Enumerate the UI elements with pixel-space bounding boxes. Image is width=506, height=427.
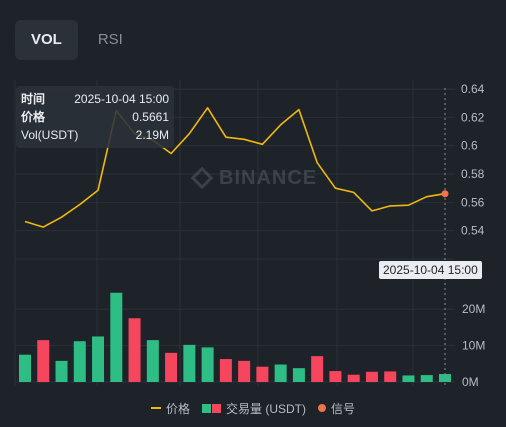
signal-dot-swatch-icon [318,404,326,412]
volume-bar [183,344,196,382]
volume-up-swatch-icon [202,403,211,413]
volume-tick-label: 0M [462,375,479,389]
indicator-tabs: VOL RSI [15,20,139,60]
price-tick-label: 0.58 [461,167,485,181]
price-tick-label: 0.56 [461,195,485,209]
tab-rsi[interactable]: RSI [97,31,123,48]
legend-price-label: 价格 [165,401,190,416]
volume-bar [201,347,214,382]
volume-bar [219,359,232,382]
tab-vol[interactable]: VOL [15,20,78,60]
volume-bar [347,374,360,382]
volume-bar [110,292,123,382]
volume-bar [274,364,287,382]
price-tick-label: 0.64 [461,82,485,96]
volume-bar [420,375,433,382]
volume-bar [292,368,305,382]
legend-volume-label: 交易量 (USDT) [226,401,306,416]
volume-tick-label: 10M [462,339,485,353]
binance-logo-icon [190,166,214,190]
volume-bar [19,354,31,382]
volume-tick-label: 20M [462,302,485,316]
price-line-swatch-icon [150,407,161,409]
chart-legend: 价格 交易量 (USDT) 信号 [0,398,506,418]
volume-bar [165,352,178,382]
price-tick-label: 0.62 [461,110,485,124]
legend-price[interactable]: 价格 [150,400,190,417]
volume-bar [402,375,415,382]
volume-bar [365,371,378,382]
legend-signal-label: 信号 [331,401,356,416]
signal-dot [441,190,449,198]
tooltip-vol-value: 2.19M [135,128,169,142]
volume-bar [329,371,342,382]
volume-down-swatch-icon [212,403,221,413]
watermark-text: BINANCE [219,166,318,189]
tooltip-price-label: 价格 [21,110,46,124]
volume-bar [55,360,68,382]
tooltip-price-value: 0.5661 [132,110,169,124]
data-tooltip: 时间 2025-10-04 15:00 价格 0.5661 Vol(USDT) 2.1… [16,86,174,148]
legend-signal[interactable]: 信号 [318,400,355,417]
tooltip-time-value: 2025-10-04 15:00 [74,92,169,106]
volume-bar [238,360,251,382]
volume-bar [256,366,269,382]
price-tick-label: 0.54 [461,224,485,238]
price-tick-label: 0.6 [461,139,478,153]
legend-volume[interactable]: 交易量 (USDT) [202,400,306,417]
tooltip-time-label: 时间 [21,92,46,106]
volume-bar [311,356,324,382]
volume-bar [92,336,105,382]
volume-bar [384,371,397,382]
volume-bar [37,340,50,382]
tooltip-vol-label: Vol(USDT) [21,128,79,142]
price-series-line [24,107,446,228]
crosshair-time-label: 2025-10-04 15:00 [379,261,482,279]
binance-watermark: BINANCE [190,165,318,191]
volume-bar [146,340,159,382]
volume-bar [128,318,141,382]
volume-bar [73,341,86,382]
